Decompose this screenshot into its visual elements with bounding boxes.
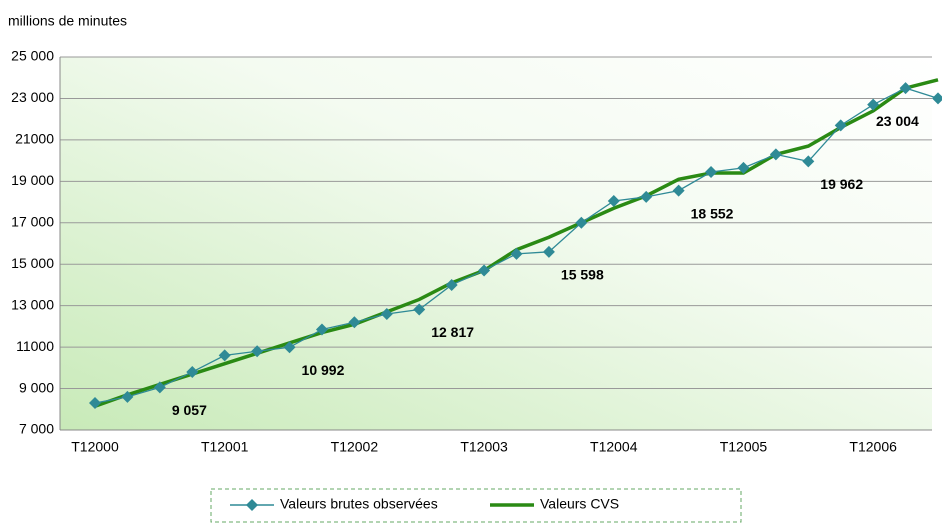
marker (705, 166, 718, 179)
marker (510, 247, 523, 260)
legend-marker (246, 499, 258, 511)
legend-label: Valeurs brutes observées (280, 496, 438, 512)
value-label: 10 992 (302, 362, 345, 378)
value-label: 19 962 (820, 176, 863, 192)
value-label: 18 552 (691, 205, 734, 221)
x-tick-label: T12001 (201, 439, 249, 455)
x-tick-label: T12000 (71, 439, 119, 455)
marker (737, 161, 750, 174)
marker (445, 278, 458, 291)
y-tick-label: 9 000 (19, 379, 54, 395)
marker (932, 92, 942, 105)
y-axis-label: millions de minutes (8, 13, 127, 29)
y-tick-label: 23 000 (11, 89, 54, 105)
legend-label: Valeurs CVS (540, 496, 619, 512)
y-tick-label: 17 000 (11, 213, 54, 229)
marker (121, 390, 134, 403)
value-label: 12 817 (431, 324, 474, 340)
value-label: 23 004 (876, 113, 919, 129)
marker (153, 381, 166, 394)
marker (802, 155, 815, 168)
y-tick-label: 25 000 (11, 48, 54, 64)
marker (380, 307, 393, 320)
marker (672, 184, 685, 197)
marker (478, 264, 491, 277)
y-tick-label: 7 000 (19, 421, 54, 437)
marker (607, 195, 620, 208)
marker (640, 190, 653, 203)
legend-box (210, 488, 742, 523)
y-tick-label: 13 000 (11, 296, 54, 312)
marker (769, 148, 782, 161)
marker (89, 397, 101, 410)
marker (413, 303, 426, 316)
marker (867, 98, 880, 111)
y-tick-label: 21000 (15, 131, 54, 147)
y-tick-label: 15 000 (11, 255, 54, 271)
x-tick-label: T12004 (590, 439, 638, 455)
marker (283, 341, 296, 354)
x-tick-label: T12006 (849, 439, 897, 455)
x-tick-label: T12005 (720, 439, 768, 455)
marker (834, 119, 847, 132)
y-tick-label: 19 000 (11, 172, 54, 188)
value-label: 15 598 (561, 267, 604, 283)
marker (575, 216, 588, 229)
x-tick-label: T12003 (460, 439, 508, 455)
marker (186, 365, 199, 378)
marker (251, 345, 264, 358)
value-label: 9 057 (172, 402, 207, 418)
marker (348, 316, 361, 329)
marker (542, 245, 555, 258)
marker (218, 349, 231, 362)
plot-area (60, 57, 932, 430)
marker (899, 82, 912, 95)
marker (315, 323, 328, 336)
x-tick-label: T12002 (331, 439, 379, 455)
y-tick-label: 11000 (16, 338, 54, 354)
